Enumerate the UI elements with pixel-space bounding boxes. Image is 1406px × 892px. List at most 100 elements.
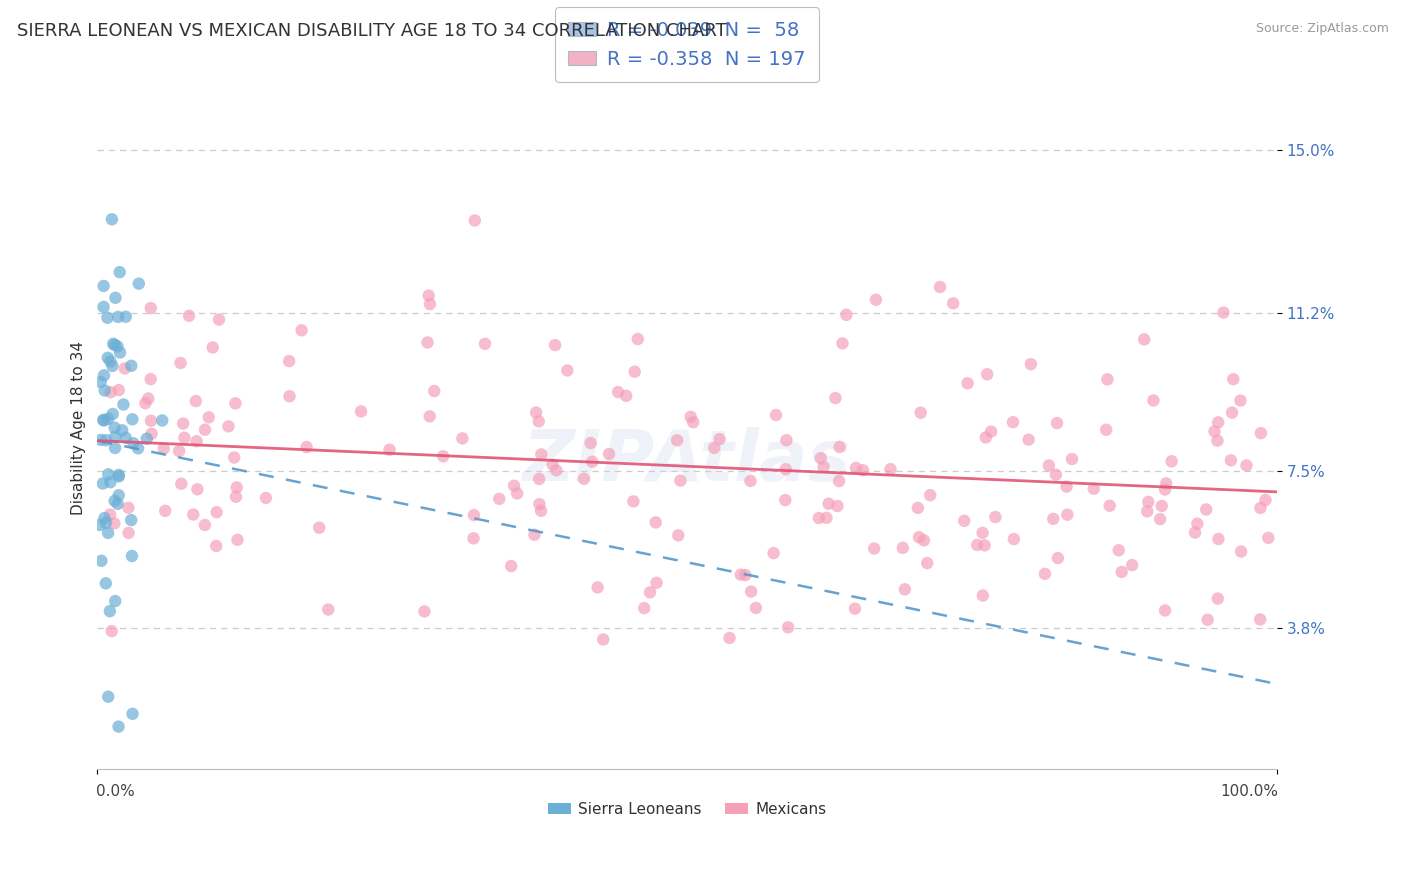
Point xyxy=(1121,558,1143,573)
Point xyxy=(224,450,246,465)
Point xyxy=(1033,566,1056,581)
Point xyxy=(828,474,851,488)
Point xyxy=(278,354,301,368)
Point xyxy=(1212,305,1234,319)
Point xyxy=(111,423,134,437)
Point xyxy=(844,601,866,615)
Point xyxy=(778,620,800,634)
Point xyxy=(598,447,620,461)
Point xyxy=(621,494,644,508)
Point xyxy=(718,631,741,645)
Point xyxy=(852,463,875,477)
Point xyxy=(225,480,247,494)
Point xyxy=(100,624,122,639)
Point xyxy=(107,339,129,353)
Point xyxy=(474,336,496,351)
Point xyxy=(894,582,917,597)
Point xyxy=(679,409,702,424)
Point xyxy=(90,554,112,568)
Point xyxy=(581,455,603,469)
Point xyxy=(1046,551,1069,566)
Point xyxy=(810,451,832,466)
Point xyxy=(973,538,995,552)
Point xyxy=(891,541,914,555)
Point xyxy=(1206,591,1229,606)
Point xyxy=(865,293,887,307)
Point xyxy=(316,602,339,616)
Point xyxy=(172,417,194,431)
Point xyxy=(104,494,127,508)
Point xyxy=(1206,416,1229,430)
Point xyxy=(972,589,994,603)
Point xyxy=(104,441,127,455)
Point xyxy=(225,490,247,504)
Point xyxy=(530,447,553,461)
Point xyxy=(669,474,692,488)
Text: ZIPAtlas: ZIPAtlas xyxy=(523,427,851,497)
Point xyxy=(1249,612,1271,626)
Point xyxy=(915,556,938,570)
Point xyxy=(194,518,217,533)
Point xyxy=(98,354,121,368)
Point xyxy=(226,533,249,547)
Point xyxy=(186,483,208,497)
Point xyxy=(170,476,193,491)
Point xyxy=(1038,458,1060,473)
Point xyxy=(451,431,474,445)
Point xyxy=(527,472,550,486)
Point xyxy=(503,479,526,493)
Point xyxy=(108,345,131,359)
Point xyxy=(104,420,127,434)
Point xyxy=(152,442,174,456)
Point xyxy=(910,406,932,420)
Point xyxy=(879,462,901,476)
Point xyxy=(506,486,529,500)
Point xyxy=(93,300,115,314)
Point xyxy=(112,397,135,411)
Point xyxy=(1095,423,1118,437)
Point xyxy=(523,527,546,541)
Point xyxy=(97,351,120,365)
Point xyxy=(828,440,851,454)
Point xyxy=(586,581,609,595)
Point xyxy=(1042,512,1064,526)
Point xyxy=(150,413,173,427)
Point xyxy=(740,584,762,599)
Point xyxy=(173,431,195,445)
Point xyxy=(1195,502,1218,516)
Point xyxy=(976,368,998,382)
Point xyxy=(1184,525,1206,540)
Point xyxy=(623,365,645,379)
Point xyxy=(91,476,114,491)
Point xyxy=(107,310,129,324)
Point xyxy=(644,516,666,530)
Point xyxy=(920,488,942,502)
Text: SIERRA LEONEAN VS MEXICAN DISABILITY AGE 18 TO 34 CORRELATION CHART: SIERRA LEONEAN VS MEXICAN DISABILITY AGE… xyxy=(17,22,727,40)
Point xyxy=(208,312,231,326)
Point xyxy=(1056,508,1078,522)
Point xyxy=(824,391,846,405)
Point xyxy=(709,432,731,446)
Point xyxy=(1056,480,1078,494)
Point xyxy=(544,338,567,352)
Point xyxy=(224,396,246,410)
Point xyxy=(1001,415,1024,429)
Point xyxy=(139,414,162,428)
Point xyxy=(929,280,952,294)
Point xyxy=(107,720,129,734)
Point xyxy=(278,389,301,403)
Point xyxy=(254,491,277,505)
Point xyxy=(89,518,111,533)
Point xyxy=(863,541,886,556)
Point xyxy=(100,385,122,400)
Point xyxy=(120,513,142,527)
Point xyxy=(734,568,756,582)
Point xyxy=(1204,425,1226,439)
Point xyxy=(104,430,127,444)
Point xyxy=(1045,467,1067,482)
Point xyxy=(127,442,149,456)
Point xyxy=(908,530,931,544)
Point xyxy=(122,436,145,450)
Point xyxy=(97,467,120,482)
Point xyxy=(845,461,868,475)
